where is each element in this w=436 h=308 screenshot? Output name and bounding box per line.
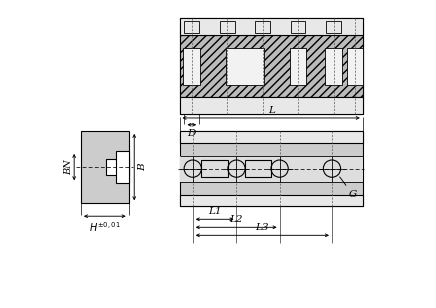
Bar: [106, 159, 129, 175]
Bar: [180, 35, 363, 97]
Text: D: D: [187, 129, 196, 138]
Bar: [245, 160, 271, 177]
Bar: [325, 48, 342, 85]
Bar: [184, 48, 200, 85]
Bar: [220, 21, 235, 33]
Bar: [226, 48, 264, 85]
Bar: [180, 131, 363, 143]
Bar: [255, 21, 270, 33]
Text: L1: L1: [208, 207, 221, 216]
Bar: [180, 18, 363, 114]
Text: L2: L2: [229, 215, 243, 224]
Text: $H^{\pm0,01}$: $H^{\pm0,01}$: [89, 220, 121, 234]
Bar: [116, 151, 129, 183]
Text: L3: L3: [255, 223, 269, 232]
Bar: [180, 156, 363, 182]
Text: L: L: [268, 106, 275, 115]
Text: G: G: [340, 177, 357, 199]
Text: BN: BN: [64, 159, 73, 175]
Bar: [180, 195, 363, 206]
Bar: [290, 48, 307, 85]
Bar: [201, 160, 228, 177]
Bar: [180, 18, 363, 35]
Bar: [184, 21, 199, 33]
Bar: [180, 131, 363, 206]
Bar: [326, 21, 341, 33]
Bar: [180, 97, 363, 114]
Bar: [291, 21, 305, 33]
Text: B: B: [138, 163, 147, 171]
Bar: [347, 48, 364, 85]
Bar: [81, 131, 129, 203]
